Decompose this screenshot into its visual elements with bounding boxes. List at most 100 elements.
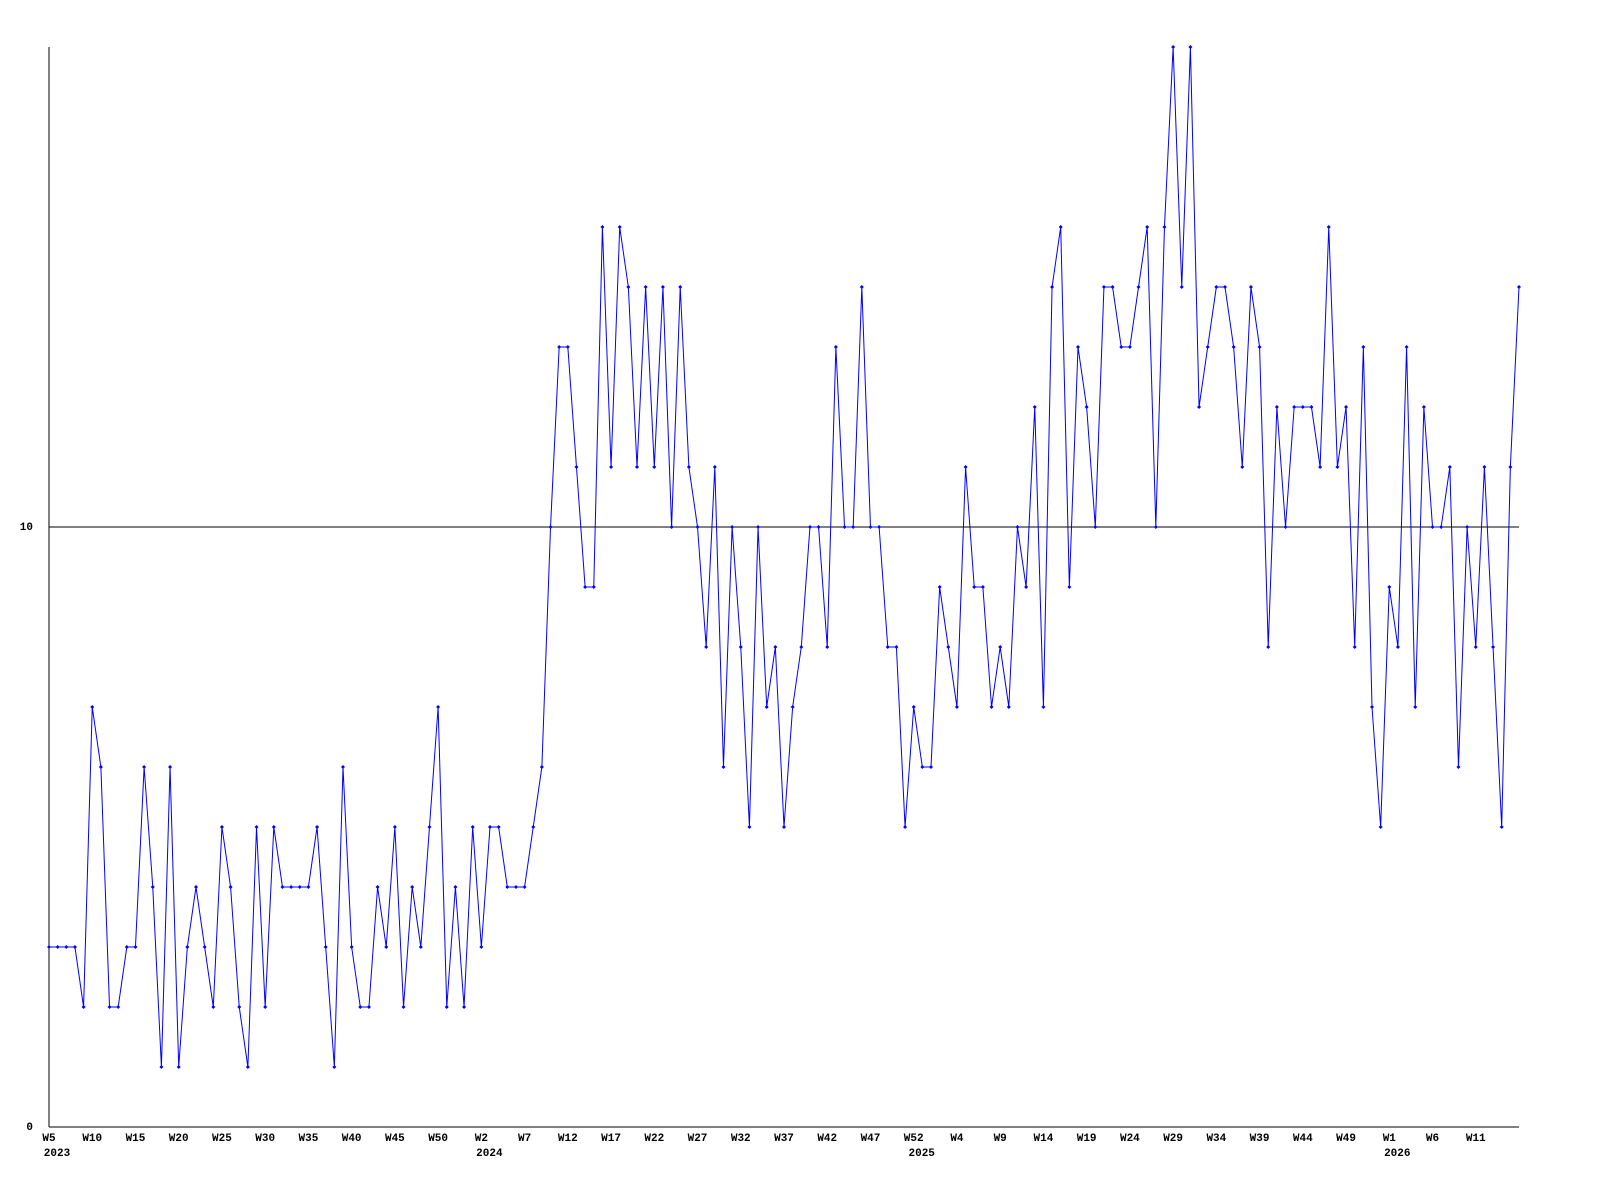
x-tick-label: W39 (1250, 1133, 1270, 1145)
data-point (773, 645, 778, 649)
data-point (1032, 405, 1037, 409)
data-point (833, 345, 838, 349)
data-point (695, 525, 700, 529)
data-point (1370, 705, 1374, 709)
data-point (306, 885, 311, 889)
x-tick-label: W6 (1426, 1133, 1439, 1145)
data-point (72, 945, 77, 949)
data-point (790, 705, 795, 709)
data-point (1171, 45, 1176, 49)
data-point (756, 525, 761, 529)
data-point (142, 765, 147, 769)
data-point (64, 945, 69, 949)
x-tick-label: W5 (42, 1133, 56, 1145)
x-tick-label: W7 (518, 1133, 531, 1145)
data-point (1041, 705, 1046, 709)
data-point (1257, 345, 1262, 349)
data-point (107, 1005, 112, 1009)
data-point (1430, 525, 1435, 529)
x-tick-label: W49 (1336, 1133, 1356, 1145)
data-point (626, 285, 631, 289)
data-point (989, 705, 994, 709)
data-point (972, 585, 977, 589)
x-tick-label: W10 (82, 1133, 102, 1145)
data-point (124, 945, 129, 949)
data-point (1145, 225, 1150, 229)
data-point (1517, 285, 1521, 289)
x-tick-label: W22 (644, 1133, 664, 1145)
data-point (133, 945, 138, 949)
data-point (418, 945, 423, 949)
data-point (1352, 645, 1357, 649)
data-point (929, 765, 933, 769)
x-year-label: 2025 (909, 1148, 936, 1160)
data-point (652, 465, 657, 469)
data-point (1231, 345, 1236, 349)
data-point (1300, 405, 1305, 409)
data-point (1136, 285, 1141, 289)
x-tick-label: W45 (385, 1133, 405, 1145)
data-point (1223, 285, 1227, 289)
data-point (1473, 645, 1478, 649)
data-point (1205, 345, 1210, 349)
data-point (937, 585, 942, 589)
data-point (816, 525, 821, 529)
data-point (168, 765, 173, 769)
data-point (782, 825, 786, 829)
data-point (609, 465, 614, 469)
data-point (1214, 285, 1219, 289)
data-point (712, 465, 717, 469)
data-point (1101, 285, 1106, 289)
data-point (410, 885, 415, 889)
data-point (1344, 405, 1349, 409)
x-tick-label: W9 (994, 1133, 1007, 1145)
data-point (1188, 45, 1193, 49)
data-point (488, 825, 492, 829)
data-point (851, 525, 856, 529)
data-point (237, 1005, 242, 1009)
data-point (116, 1005, 121, 1009)
data-point (384, 945, 389, 949)
data-point (1309, 405, 1314, 409)
data-point (1015, 525, 1020, 529)
data-point (842, 525, 847, 529)
data-point (1162, 225, 1167, 229)
data-point (228, 885, 233, 889)
y-tick-label: 10 (20, 522, 33, 534)
x-tick-label: W32 (731, 1133, 751, 1145)
data-point (150, 885, 155, 889)
data-point (1292, 405, 1297, 409)
data-point (211, 1005, 216, 1009)
data-point (1076, 345, 1080, 349)
data-point (868, 525, 873, 529)
data-point (1499, 825, 1504, 829)
data-point (513, 885, 518, 889)
x-tick-label: W29 (1163, 1133, 1183, 1145)
data-point (453, 885, 458, 889)
data-point (202, 945, 207, 949)
data-point (1179, 285, 1184, 289)
data-point (479, 945, 484, 949)
x-tick-label: W19 (1077, 1133, 1097, 1145)
data-point (341, 765, 345, 769)
series-line (49, 46, 1520, 1068)
x-tick-label: W44 (1293, 1133, 1313, 1145)
data-point (807, 525, 812, 529)
data-point (678, 285, 683, 289)
data-point (297, 885, 302, 889)
data-point (358, 1005, 363, 1009)
data-point (315, 825, 320, 829)
data-point (1465, 525, 1470, 529)
data-point (90, 705, 95, 709)
x-tick-label: W50 (428, 1133, 448, 1145)
data-point (903, 825, 908, 829)
data-point (505, 885, 510, 889)
data-point (1439, 525, 1444, 529)
data-point (375, 885, 380, 889)
data-point (496, 825, 501, 829)
data-point (600, 225, 605, 229)
data-point (825, 645, 830, 649)
data-point (859, 285, 864, 289)
data-point (635, 465, 639, 469)
